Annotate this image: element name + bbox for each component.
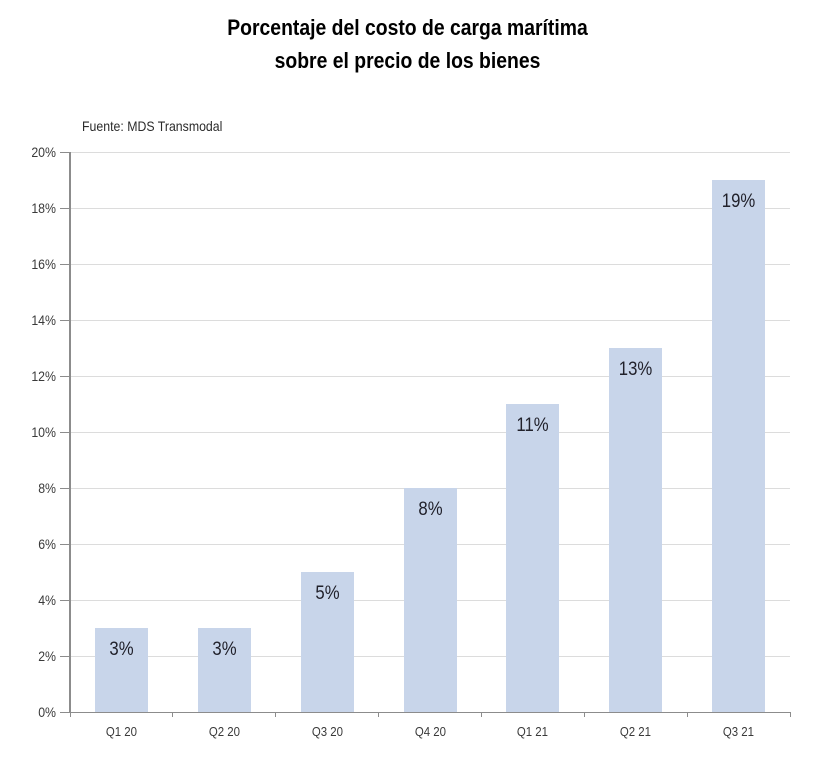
bar-value-label: 11% xyxy=(516,415,549,436)
bar xyxy=(300,572,354,712)
bar-value-label: 8% xyxy=(417,499,443,520)
y-axis-tick-label: 14% xyxy=(31,312,56,328)
bar xyxy=(712,180,766,712)
y-axis-tick xyxy=(60,655,70,657)
y-axis-tick xyxy=(60,487,70,489)
x-axis-tick xyxy=(686,712,688,717)
x-axis-tick xyxy=(378,712,380,717)
y-axis-tick xyxy=(60,431,70,433)
y-axis-tick xyxy=(60,263,70,265)
x-axis-tick xyxy=(583,712,585,717)
chart-title-line1: Porcentaje del costo de carga marítima xyxy=(227,15,588,40)
bar xyxy=(94,628,148,712)
bar xyxy=(403,488,457,712)
gridline xyxy=(70,263,790,265)
y-axis-tick-label: 8% xyxy=(38,480,56,496)
bar xyxy=(506,404,560,712)
chart-title-line2: sobre el precio de los bienes xyxy=(274,48,541,73)
x-axis-tick xyxy=(172,712,174,717)
y-axis-tick-label: 12% xyxy=(31,368,56,384)
y-axis-tick-label: 10% xyxy=(31,424,56,440)
x-axis-tick xyxy=(789,712,791,717)
bar-value-label: 19% xyxy=(721,191,756,212)
y-axis-tick xyxy=(60,599,70,601)
x-axis-label: Q1 20 xyxy=(105,724,138,739)
gridline xyxy=(70,319,790,321)
y-axis-tick-label: 20% xyxy=(31,144,56,160)
chart-title: Porcentaje del costo de carga marítima s… xyxy=(49,11,766,77)
y-axis-tick-label: 0% xyxy=(38,704,56,720)
x-axis-label: Q3 20 xyxy=(311,724,343,739)
gridline xyxy=(70,375,790,377)
bar-value-label: 3% xyxy=(109,639,134,660)
gridline xyxy=(70,207,790,209)
y-axis-tick xyxy=(60,207,70,209)
x-axis-label: Q3 21 xyxy=(722,724,755,739)
x-axis-tick xyxy=(480,712,482,717)
y-axis-tick xyxy=(60,151,70,153)
x-axis-line xyxy=(70,711,790,713)
x-axis-tick xyxy=(69,712,71,717)
gridline xyxy=(70,151,790,153)
y-axis-tick-label: 6% xyxy=(38,536,56,552)
y-axis-tick xyxy=(60,375,70,377)
bar-value-label: 3% xyxy=(212,639,237,660)
y-axis-tick xyxy=(60,543,70,545)
bar-value-label: 13% xyxy=(618,359,653,380)
gridline xyxy=(70,431,790,433)
x-axis-label: Q2 20 xyxy=(208,724,240,739)
y-axis-tick-label: 18% xyxy=(31,200,56,216)
x-axis-label: Q4 20 xyxy=(414,724,446,739)
bar xyxy=(609,348,663,712)
y-axis-tick-label: 16% xyxy=(31,256,56,272)
y-axis-tick xyxy=(60,319,70,321)
x-axis-label: Q1 21 xyxy=(517,724,549,739)
source-label: Fuente: MDS Transmodal xyxy=(82,118,223,134)
bar xyxy=(197,628,251,712)
x-axis-label: Q2 21 xyxy=(620,724,652,739)
y-axis-tick-label: 4% xyxy=(38,592,56,608)
y-axis-tick-label: 2% xyxy=(38,648,56,664)
y-axis-tick xyxy=(60,711,70,713)
bar-value-label: 5% xyxy=(315,583,340,604)
x-axis-tick xyxy=(275,712,277,717)
